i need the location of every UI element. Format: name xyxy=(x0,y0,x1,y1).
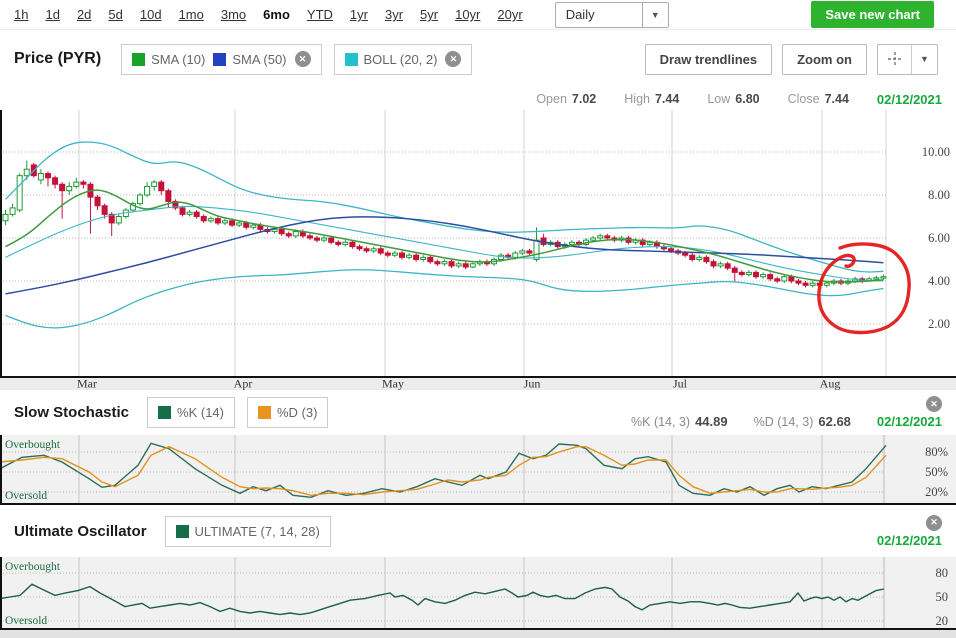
range-link-5d[interactable]: 5d xyxy=(108,7,122,22)
svg-text:Mar: Mar xyxy=(77,377,97,391)
legend-chip: BOLL (20, 2) ✕ xyxy=(334,44,473,75)
chevron-down-icon[interactable]: ▼ xyxy=(911,45,937,74)
legend-chip: %D (3) xyxy=(247,397,328,428)
svg-text:20%: 20% xyxy=(925,485,948,499)
chevron-down-icon[interactable]: ▼ xyxy=(642,3,668,27)
close-icon[interactable]: ✕ xyxy=(295,51,311,67)
svg-text:Aug: Aug xyxy=(820,377,841,391)
price-legend-chips: SMA (10) SMA (50) ✕ BOLL (20, 2) ✕ xyxy=(121,44,472,75)
range-link-5yr[interactable]: 5yr xyxy=(420,7,438,22)
legend-label: ULTIMATE (7, 14, 28) xyxy=(195,524,320,539)
legend-label: BOLL (20, 2) xyxy=(364,52,438,67)
svg-text:Apr: Apr xyxy=(234,377,253,391)
legend-entry: %K (14) xyxy=(158,405,224,420)
svg-text:Jul: Jul xyxy=(673,377,688,391)
range-link-10d[interactable]: 10d xyxy=(140,7,162,22)
legend-entry: SMA (50) xyxy=(213,52,286,67)
ohlc-readout: Open7.02 High7.44 Low6.80 Close7.44 02/1… xyxy=(0,88,956,110)
svg-text:4.00: 4.00 xyxy=(928,274,950,288)
range-link-3mo[interactable]: 3mo xyxy=(221,7,246,22)
close-icon[interactable]: ✕ xyxy=(445,51,461,67)
legend-chip: %K (14) xyxy=(147,397,235,428)
legend-swatch xyxy=(213,53,226,66)
bottom-strip xyxy=(0,630,956,638)
svg-text:20: 20 xyxy=(936,614,949,628)
svg-text:80%: 80% xyxy=(925,445,948,459)
price-panel-header: Price (PYR) SMA (10)SMA (50)✕BOLL (20, 2… xyxy=(0,30,956,88)
svg-text:80: 80 xyxy=(936,566,949,580)
legend-swatch xyxy=(176,525,189,538)
range-link-3yr[interactable]: 3yr xyxy=(385,7,403,22)
legend-entry: SMA (10) xyxy=(132,52,205,67)
legend-entry: ULTIMATE (7, 14, 28) xyxy=(176,524,320,539)
range-link-1yr[interactable]: 1yr xyxy=(350,7,368,22)
range-link-10yr[interactable]: 10yr xyxy=(455,7,480,22)
svg-text:50: 50 xyxy=(936,590,949,604)
svg-text:May: May xyxy=(382,377,404,391)
ohlc-low: Low6.80 xyxy=(707,92,759,106)
interval-dropdown-value: Daily xyxy=(556,3,642,27)
legend-label: %D (3) xyxy=(277,405,317,420)
svg-text:8.00: 8.00 xyxy=(928,188,950,202)
legend-chip: SMA (10) SMA (50) ✕ xyxy=(121,44,321,75)
legend-entry: %D (3) xyxy=(258,405,317,420)
svg-text:6.00: 6.00 xyxy=(928,231,950,245)
chart-tools: Draw trendlines Zoom on ▼ xyxy=(645,44,938,75)
svg-text:Overbought: Overbought xyxy=(5,439,61,451)
draw-trendlines-button[interactable]: Draw trendlines xyxy=(645,44,773,75)
stochastic-values: %K (14, 3)44.89 %D (14, 3)62.68 02/12/20… xyxy=(631,414,942,429)
range-link-1h[interactable]: 1h xyxy=(14,7,28,22)
legend-swatch xyxy=(258,406,271,419)
close-icon[interactable]: ✕ xyxy=(926,396,942,412)
zoom-on-button[interactable]: Zoom on xyxy=(782,44,867,75)
k-value: %K (14, 3)44.89 xyxy=(631,414,728,429)
stochastic-date: 02/12/2021 xyxy=(877,414,942,429)
crosshair-tool-button[interactable]: ▼ xyxy=(877,44,938,75)
legend-chip: ULTIMATE (7, 14, 28) xyxy=(165,516,331,547)
interval-dropdown[interactable]: Daily ▼ xyxy=(555,2,669,28)
svg-text:Jun: Jun xyxy=(524,377,541,391)
close-icon[interactable]: ✕ xyxy=(926,515,942,531)
stochastic-panel-header: Slow Stochastic %K (14) %D (3) ✕ %K (14, … xyxy=(0,390,956,435)
legend-swatch xyxy=(158,406,171,419)
crosshair-icon[interactable] xyxy=(878,45,911,74)
save-new-chart-button[interactable]: Save new chart xyxy=(811,1,934,28)
ultimate-date: 02/12/2021 xyxy=(877,533,942,548)
range-link-1d[interactable]: 1d xyxy=(45,7,59,22)
svg-text:Oversold: Oversold xyxy=(5,615,47,627)
svg-text:50%: 50% xyxy=(925,465,948,479)
range-link-1mo[interactable]: 1mo xyxy=(179,7,204,22)
range-links: 1h 1d 2d 5d 10d 1mo 3mo 6mo YTD 1yr 3yr 5yr 10yr 20yr xyxy=(14,7,523,22)
legend-swatch xyxy=(345,53,358,66)
range-link-20yr[interactable]: 20yr xyxy=(497,7,522,22)
range-link-ytd[interactable]: YTD xyxy=(307,7,333,22)
ultimate-title: Ultimate Oscillator xyxy=(14,523,147,540)
legend-entry: BOLL (20, 2) xyxy=(345,52,438,67)
ohlc-high: High7.44 xyxy=(624,92,679,106)
range-link-6mo[interactable]: 6mo xyxy=(263,7,290,22)
range-link-2d[interactable]: 2d xyxy=(77,7,91,22)
range-toolbar: 1h 1d 2d 5d 10d 1mo 3mo 6mo YTD 1yr 3yr 5yr 10yr 20yr… xyxy=(0,0,956,30)
svg-text:10.00: 10.00 xyxy=(922,145,950,159)
price-date: 02/12/2021 xyxy=(877,92,942,107)
legend-swatch xyxy=(132,53,145,66)
price-candlestick-chart[interactable]: 10.00 8.00 6.00 4.00 2.00 Mar Apr May Jun Jul Aug xyxy=(0,110,956,390)
stochastic-chart[interactable]: 80% 50% 20% Overbought Oversold xyxy=(0,435,956,505)
ultimate-oscillator-chart[interactable]: 80 50 20 Overbought Oversold xyxy=(0,557,956,630)
svg-text:Oversold: Oversold xyxy=(5,490,47,502)
stochastic-legend-chips: %K (14) %D (3) xyxy=(147,397,328,428)
ohlc-close: Close7.44 xyxy=(788,92,849,106)
page-title: Price (PYR) xyxy=(14,50,101,68)
svg-text:2.00: 2.00 xyxy=(928,317,950,331)
legend-label: SMA (10) xyxy=(151,52,205,67)
stochastic-title: Slow Stochastic xyxy=(14,404,129,421)
legend-label: %K (14) xyxy=(177,405,224,420)
svg-text:Overbought: Overbought xyxy=(5,561,61,573)
ohlc-open: Open7.02 xyxy=(536,92,596,106)
ultimate-legend-chips: ULTIMATE (7, 14, 28) xyxy=(165,516,331,547)
d-value: %D (14, 3)62.68 xyxy=(754,414,851,429)
ultimate-panel-header: Ultimate Oscillator ULTIMATE (7, 14, 28)… xyxy=(0,505,956,557)
legend-label: SMA (50) xyxy=(232,52,286,67)
